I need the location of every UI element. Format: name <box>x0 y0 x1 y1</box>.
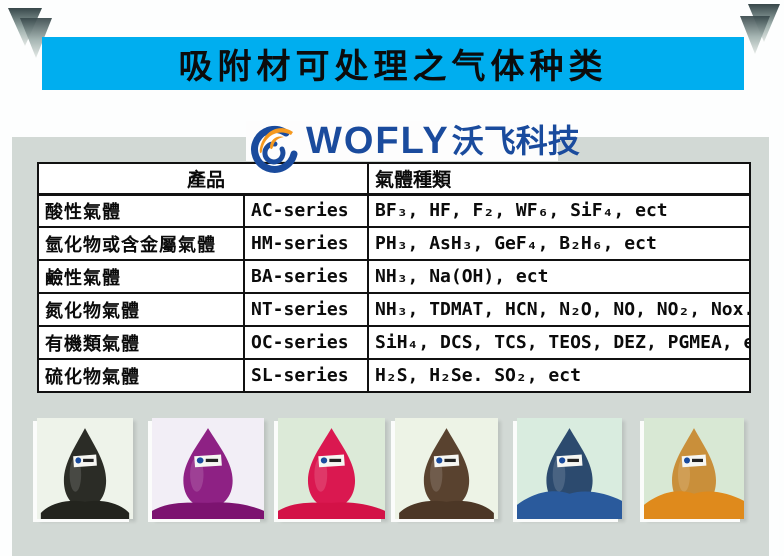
gas-types-table: 產品 氣體種類 酸性氣體 AC-series BF₃, HF, F₂, WF₆,… <box>36 162 752 393</box>
header-product: 產品 <box>36 162 370 196</box>
slide-title-bar: 吸附材可处理之气体种类 <box>42 37 744 90</box>
adsorbent-photo-orange <box>644 418 744 519</box>
brand-name: WOFLY <box>306 120 450 162</box>
table-header-row: 產品 氣體種類 <box>36 162 752 196</box>
series-code: HM-series <box>242 226 370 261</box>
flask-label <box>681 454 707 468</box>
table-row: 鹼性氣體 BA-series NH₃, Na(OH), ect <box>37 259 752 294</box>
brand-name-chinese: 沃飞科技 <box>451 123 580 159</box>
gas-list: NH₃, Na(OH), ect <box>367 259 752 294</box>
product-name: 酸性氣體 <box>37 193 245 228</box>
series-code: NT-series <box>242 292 370 327</box>
table-row: 有機類氣體 OC-series SiH₄, DCS, TCS, TEOS, DE… <box>37 325 752 360</box>
series-code: BA-series <box>242 259 370 294</box>
series-code: AC-series <box>242 193 370 228</box>
product-name: 鹼性氣體 <box>37 259 245 294</box>
adsorbent-photo-brown <box>395 418 498 519</box>
adsorbent-photo-black <box>37 418 133 519</box>
product-name: 硫化物氣體 <box>37 358 245 393</box>
product-name: 有機類氣體 <box>37 325 245 360</box>
page-title: 吸附材可处理之气体种类 <box>178 49 608 86</box>
wofly-logo-text: WOFLY 沃飞科技 <box>306 121 580 161</box>
flask-label <box>194 454 222 468</box>
wofly-logo: WOFLY 沃飞科技 <box>246 121 580 173</box>
wofly-logo-icon <box>251 125 298 173</box>
series-code: SL-series <box>242 358 370 393</box>
table-row: 氫化物或含金屬氣體 HM-series PH₃, AsH₃, GeF₄, B₂H… <box>37 226 752 261</box>
gas-list: SiH₄, DCS, TCS, TEOS, DEZ, PGMEA, ect <box>367 325 752 360</box>
flask-label <box>318 454 345 468</box>
adsorbent-photo-blue <box>517 418 622 519</box>
flask-label <box>556 454 583 468</box>
gas-list: PH₃, AsH₃, GeF₄, B₂H₆, ect <box>367 226 752 261</box>
gas-list: NH₃, TDMAT, HCN, N₂O, NO, NO₂, Nox. ect <box>367 292 752 327</box>
corner-triangles-right-icon <box>740 4 780 54</box>
table-row: 氮化物氣體 NT-series NH₃, TDMAT, HCN, N₂O, NO… <box>37 292 752 327</box>
gas-list: BF₃, HF, F₂, WF₆, SiF₄, ect <box>367 193 752 228</box>
series-code: OC-series <box>242 325 370 360</box>
header-gas-types: 氣體種類 <box>367 162 752 196</box>
product-name: 氫化物或含金屬氣體 <box>37 226 245 261</box>
table-row: 硫化物氣體 SL-series H₂S, H₂Se. SO₂, ect <box>37 358 752 393</box>
adsorbent-photo-red <box>278 418 385 519</box>
flask-label <box>73 454 97 468</box>
table-row: 酸性氣體 AC-series BF₃, HF, F₂, WF₆, SiF₄, e… <box>37 193 752 228</box>
product-name: 氮化物氣體 <box>37 292 245 327</box>
flask-label <box>433 454 460 468</box>
corner-triangles-left-icon <box>8 8 52 58</box>
adsorbent-photo-purple <box>152 418 264 519</box>
gas-list: H₂S, H₂Se. SO₂, ect <box>367 358 752 393</box>
